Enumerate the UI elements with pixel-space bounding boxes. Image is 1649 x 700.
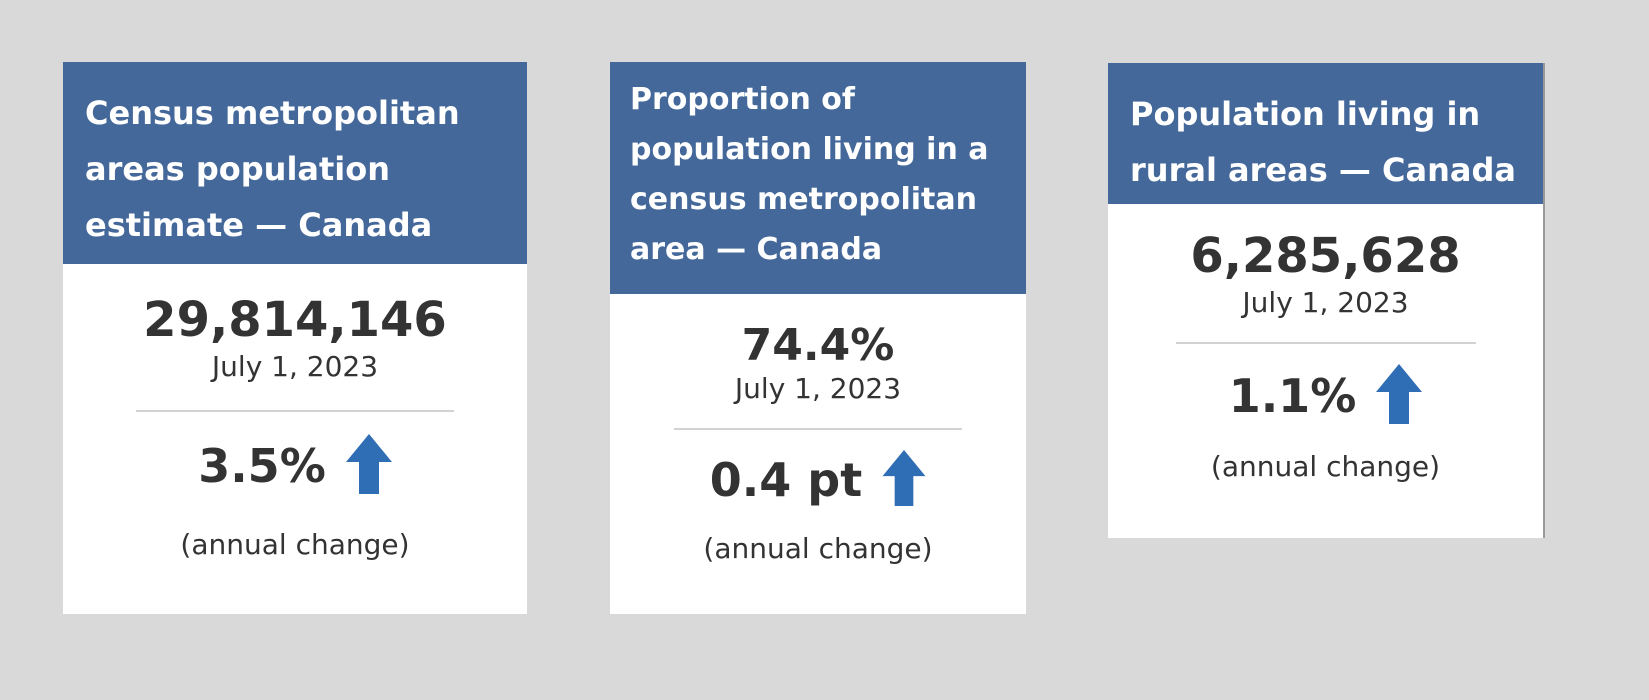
divider	[674, 428, 962, 430]
change-value: 3.5%	[198, 439, 326, 493]
change-value: 1.1%	[1228, 369, 1357, 423]
change-row: 1.1%	[1108, 364, 1543, 428]
up-arrow-icon	[882, 450, 926, 510]
stat-card-cma-proportion: Proportion of population living in a cen…	[610, 62, 1026, 614]
card-title: Population living in rural areas — Canad…	[1108, 63, 1543, 204]
change-label: (annual change)	[180, 528, 410, 561]
stat-date: July 1, 2023	[1242, 286, 1409, 319]
stat-value: 29,814,146	[143, 292, 447, 348]
change-label: (annual change)	[1210, 450, 1441, 483]
change-row: 3.5%	[63, 434, 527, 498]
stat-value: 6,285,628	[1190, 228, 1461, 284]
up-arrow-icon	[345, 434, 392, 498]
card-title: Proportion of population living in a cen…	[610, 62, 1026, 294]
divider	[136, 410, 454, 412]
stat-card-rural-population: Population living in rural areas — Canad…	[1108, 63, 1545, 538]
stat-card-cma-population: Census metropolitan areas population est…	[63, 62, 527, 614]
stat-date: July 1, 2023	[211, 350, 379, 383]
change-label: (annual change)	[703, 532, 933, 565]
up-arrow-icon	[1376, 364, 1423, 428]
card-body: 6,285,628 July 1, 2023 1.1% (annual chan…	[1108, 230, 1543, 484]
change-value: 0.4 pt	[709, 453, 863, 507]
change-row: 0.4 pt	[610, 450, 1026, 510]
stat-date: July 1, 2023	[734, 372, 902, 405]
divider	[1175, 342, 1476, 344]
stat-value: 74.4%	[741, 320, 895, 371]
card-body: 29,814,146 July 1, 2023 3.5% (annual cha…	[63, 294, 527, 562]
card-body: 74.4% July 1, 2023 0.4 pt (annual change…	[610, 320, 1026, 566]
card-title: Census metropolitan areas population est…	[63, 62, 527, 264]
